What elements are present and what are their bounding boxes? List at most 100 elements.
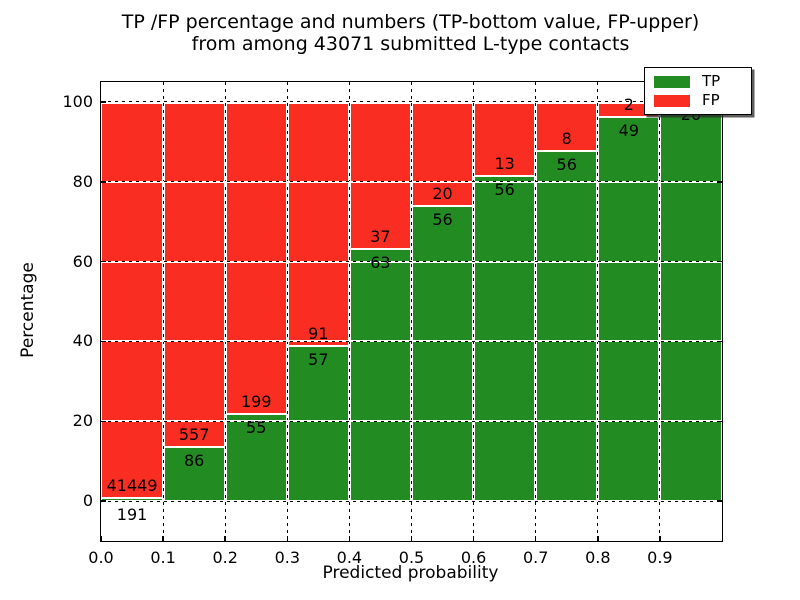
x-tick <box>472 536 475 541</box>
horizontal-gridline <box>101 340 722 343</box>
horizontal-gridline <box>101 100 722 103</box>
gridline-dashes <box>101 500 722 502</box>
bar-segment-fp <box>164 101 225 448</box>
y-tick <box>101 340 106 343</box>
bar-label-fp: 91 <box>308 324 329 344</box>
y-tick <box>101 260 106 263</box>
x-tick-label: 0.3 <box>274 548 301 567</box>
bar-segment-tp <box>536 151 597 502</box>
vertical-gridline <box>347 82 351 541</box>
gridline-dashes <box>101 420 722 422</box>
vertical-gridline <box>410 82 413 541</box>
y-axis-label: Percentage <box>18 262 38 358</box>
x-tick-label: 0.9 <box>647 548 673 567</box>
bar-label-fp: 199 <box>240 391 272 411</box>
gridline-dashes <box>101 261 722 263</box>
bar-segment-tp <box>412 206 473 502</box>
x-tick-label: 0.5 <box>398 548 425 567</box>
stacked-bar <box>411 101 474 502</box>
vertical-gridline <box>596 82 600 541</box>
bar-segment-tp <box>350 249 411 502</box>
y-tick <box>101 500 106 502</box>
x-tick-label: 0.8 <box>585 548 611 567</box>
stacked-bar <box>225 101 288 502</box>
gridline-dashes <box>535 82 537 541</box>
gridline-dashes <box>473 82 475 541</box>
x-tick-label: 0.2 <box>212 548 238 567</box>
bar-segment-fp <box>288 101 349 348</box>
legend-label: FP <box>702 91 720 109</box>
bar-segment-fp <box>412 101 473 207</box>
gridline-dashes <box>348 82 350 541</box>
y-tick-right <box>717 181 722 183</box>
x-tick <box>348 536 351 541</box>
x-tick <box>659 536 661 541</box>
y-tick <box>101 101 106 103</box>
bar-segment-fp <box>474 101 535 178</box>
gridline-dashes <box>286 82 288 541</box>
x-tick <box>534 536 537 541</box>
vertical-gridline <box>223 82 227 541</box>
legend: TP FP <box>644 67 752 115</box>
bar-segment-fp <box>102 101 163 500</box>
y-tick <box>101 420 106 422</box>
y-tick-right <box>717 260 722 263</box>
stacked-bar <box>597 101 660 502</box>
bar-label-tp: 56 <box>432 209 453 229</box>
gridline-dashes <box>162 82 164 541</box>
plot-area: 41449 191 557 86 199 55 91 57 37 63 20 56 13 56 8 56 2 49… <box>62 81 723 567</box>
x-tick <box>597 536 599 541</box>
y-tick-label: 40 <box>72 331 93 351</box>
x-tick-label: 0.4 <box>336 548 363 567</box>
bar-label-tp: 191 <box>116 505 148 525</box>
x-tick <box>286 536 289 541</box>
horizontal-gridline <box>101 180 722 183</box>
bar-label-fp: 557 <box>178 424 210 444</box>
horizontal-gridline <box>101 260 722 263</box>
vertical-gridline <box>534 82 538 541</box>
bar-label-tp: 56 <box>556 154 577 174</box>
legend-label: TP <box>702 72 721 90</box>
bar-label-tp: 49 <box>618 120 640 140</box>
gridline-dashes <box>224 82 226 541</box>
stacked-bar <box>163 101 226 502</box>
y-tick-label: 80 <box>72 171 93 191</box>
x-tick <box>162 536 164 541</box>
vertical-gridline <box>285 82 289 541</box>
x-tick-label: 0.7 <box>522 548 549 567</box>
bar-segment-tp <box>598 117 659 502</box>
x-tick <box>224 536 226 541</box>
chart-title: TP /FP percentage and numbers (TP-bottom… <box>100 11 721 55</box>
bar-label-tp: 57 <box>308 350 329 370</box>
gridline-dashes <box>101 340 722 342</box>
legend-swatch-fp <box>654 94 690 107</box>
y-tick-right <box>717 340 722 343</box>
bar-label-fp: 2 <box>623 94 634 114</box>
x-tick-label: 0.0 <box>88 548 114 567</box>
bar-label-fp: 20 <box>432 183 453 203</box>
bar-label-tp: 55 <box>246 417 267 437</box>
y-tick-label: 100 <box>62 91 93 111</box>
bar-segment-tp <box>288 347 349 502</box>
y-tick-right <box>717 420 722 422</box>
gridline-dashes <box>101 181 722 183</box>
legend-item: TP <box>654 72 742 91</box>
stacked-bar <box>287 101 350 502</box>
y-tick-right <box>717 500 722 502</box>
x-tick <box>100 536 102 541</box>
bar-segment-tp <box>164 447 225 502</box>
bar-label-fp: 37 <box>370 226 391 246</box>
legend-item: FP <box>654 91 742 110</box>
bar-segment-tp <box>474 177 535 502</box>
bar-label-fp: 13 <box>494 154 515 174</box>
bar-segment-tp <box>226 414 287 502</box>
gridline-dashes <box>659 82 661 541</box>
gridline-dashes <box>411 82 412 541</box>
y-tick <box>101 181 106 183</box>
x-tick-label: 0.1 <box>150 548 176 567</box>
chart-title-line1: TP /FP percentage and numbers (TP-bottom… <box>121 11 700 33</box>
gridline-dashes <box>101 101 722 103</box>
bar-label-tp: 86 <box>183 450 205 470</box>
x-tick <box>410 536 413 541</box>
